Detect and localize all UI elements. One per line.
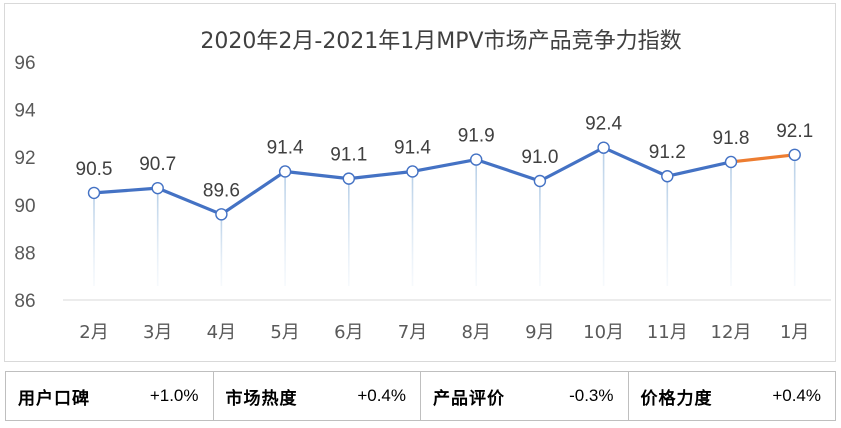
metric-label: 价格力度	[640, 388, 713, 409]
data-label: 91.2	[649, 142, 686, 163]
data-label: 91.8	[713, 128, 750, 149]
x-tick-label: 12月	[711, 322, 752, 343]
data-label: 91.0	[521, 147, 558, 168]
drop-line	[220, 214, 223, 286]
data-point-marker	[151, 181, 164, 195]
y-tick-label: 90	[14, 196, 35, 217]
drop-line	[730, 161, 732, 286]
series-line-segment	[219, 169, 287, 216]
series-line-segment	[474, 157, 542, 183]
x-tick-label: 2月	[79, 322, 108, 343]
line-chart: 2020年2月-2021年1月MPV市场产品竞争力指数 86 88 90 92 94 96…	[14, 29, 831, 343]
metric-label: 产品评价	[433, 388, 505, 409]
metric-value: +1.0%	[149, 386, 199, 405]
metric-value: -0.3%	[569, 386, 614, 405]
x-tick-label: 10月	[583, 322, 624, 343]
data-point-marker	[215, 208, 228, 221]
x-tick-label: 1月	[780, 322, 809, 343]
data-point-marker	[788, 148, 801, 162]
drop-line	[666, 176, 669, 286]
y-tick-label: 94	[14, 101, 36, 122]
data-label: 89.6	[203, 180, 240, 201]
metric-label: 市场热度	[225, 388, 298, 409]
metric-user-reputation: 用户口碑 +1.0%	[6, 372, 214, 420]
series-line-segment-latest	[729, 153, 797, 164]
drop-line	[602, 147, 605, 286]
series-line-segment	[347, 169, 415, 181]
drop-line	[284, 171, 286, 286]
metric-market-heat: 市场热度 +0.4%	[214, 372, 421, 420]
metric-product-rating: 产品评价 -0.3%	[421, 372, 629, 420]
metric-price-strength: 价格力度 +0.4%	[629, 372, 836, 420]
drop-line	[411, 171, 414, 286]
series-line-segment	[92, 186, 160, 195]
data-point-marker	[533, 174, 547, 188]
data-label: 91.4	[394, 137, 431, 158]
data-point-marker	[661, 170, 674, 183]
metric-label: 用户口碑	[18, 388, 90, 409]
x-tick-label: 4月	[207, 322, 236, 343]
y-tick-label: 92	[14, 148, 35, 169]
y-tick-label: 88	[14, 243, 35, 264]
x-tick-label: 6月	[334, 322, 363, 343]
data-point-marker	[87, 186, 101, 200]
data-point-marker	[342, 172, 355, 185]
drop-line	[156, 188, 159, 286]
data-point-marker	[470, 153, 483, 166]
series-line-segment	[665, 160, 733, 178]
data-point-marker	[724, 155, 738, 169]
data-label: 91.4	[267, 137, 304, 158]
x-tick-label: 7月	[398, 322, 427, 343]
series-line-segment	[538, 146, 606, 183]
metrics-bar: 用户口碑 +1.0% 市场热度 +0.4% 产品评价 -0.3% 价格力度 +0…	[5, 371, 836, 421]
data-label: 90.7	[139, 154, 176, 175]
x-tick-label: 8月	[461, 322, 490, 343]
metric-value: +0.4%	[772, 386, 821, 405]
drop-line	[793, 154, 796, 286]
data-label: 92.1	[776, 121, 813, 142]
series-line-segment	[410, 157, 478, 174]
series-line-segment	[601, 146, 669, 178]
x-tick-label: 3月	[143, 322, 172, 343]
x-tick-label: 9月	[525, 322, 554, 343]
data-point-marker	[406, 165, 419, 178]
data-label: 91.1	[330, 145, 367, 166]
data-point-marker	[278, 165, 292, 178]
x-tick-label: 11月	[647, 322, 688, 343]
drop-line	[93, 192, 95, 286]
x-tick-label: 5月	[270, 322, 299, 343]
data-point-marker	[597, 141, 610, 154]
chart-frame: 2020年2月-2021年1月MPV市场产品竞争力指数 86 88 90 92 94 96…	[4, 3, 836, 362]
series-line-segment	[283, 169, 351, 181]
drop-line	[475, 159, 477, 286]
metric-value: +0.4%	[357, 386, 406, 405]
y-tick-label: 86	[14, 291, 35, 312]
chart-title: 2020年2月-2021年1月MPV市场产品竞争力指数	[200, 29, 681, 54]
y-tick-label: 96	[14, 53, 35, 74]
series-line-segment	[156, 186, 223, 216]
drop-line	[539, 181, 541, 286]
data-label: 90.5	[76, 159, 113, 180]
data-label: 92.4	[585, 114, 622, 135]
data-label: 91.9	[458, 126, 495, 147]
drop-line	[348, 178, 350, 286]
